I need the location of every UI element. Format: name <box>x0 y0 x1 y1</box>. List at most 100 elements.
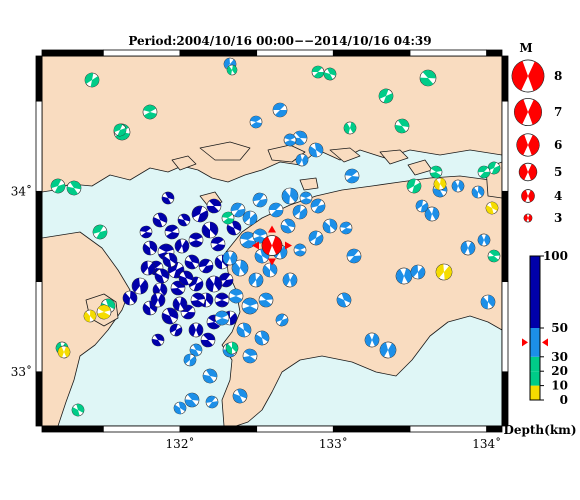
focal-mechanism <box>232 388 248 404</box>
depth-tick-label: 30 <box>551 350 568 364</box>
focal-mechanism <box>451 179 465 193</box>
focal-mechanism <box>154 268 170 284</box>
magnitude-legend-label: 8 <box>554 69 562 83</box>
focal-mechanism <box>151 333 165 347</box>
focal-mechanism <box>161 191 175 205</box>
focal-mechanism <box>96 304 112 320</box>
focal-mechanism <box>477 233 491 247</box>
magnitude-legend-label: 5 <box>554 165 562 179</box>
focal-mechanism <box>394 118 410 134</box>
focal-mechanism <box>142 240 158 256</box>
frame-bar-top <box>41 49 104 57</box>
depth-legend-title: Depth(km) <box>503 423 576 437</box>
focal-mechanism <box>322 218 338 234</box>
focal-mechanism <box>162 252 178 268</box>
frame-bar-top <box>102 49 181 57</box>
land-polygon <box>199 141 251 161</box>
frame-bar-left <box>35 55 43 102</box>
focal-mechanism <box>310 198 326 214</box>
frame-bar-bottom <box>256 425 334 433</box>
focal-mechanism <box>435 263 453 281</box>
magnitude-legend-symbol <box>513 97 543 127</box>
focal-mechanism <box>477 165 491 179</box>
focal-mechanism <box>205 275 223 293</box>
frame-bar-bottom <box>102 425 181 433</box>
frame-bar-bottom <box>179 425 258 433</box>
focal-mechanism <box>92 224 108 240</box>
depth-color-band <box>530 371 540 386</box>
focal-mechanism <box>183 353 197 367</box>
focal-mechanism <box>281 187 299 205</box>
magnitude-legend-symbol <box>516 133 540 157</box>
focal-mechanism <box>242 348 258 364</box>
focal-mechanism <box>122 290 138 306</box>
magnitude-legend-label: 6 <box>554 138 562 152</box>
depth-tick-label: 100 <box>543 249 568 263</box>
depth-tick-label: 20 <box>551 364 568 378</box>
focal-mechanism <box>252 192 268 208</box>
focal-mechanism <box>189 343 203 357</box>
focal-mechanism <box>419 69 437 87</box>
lon-tick-label: 133˚ <box>319 436 348 451</box>
focal-mechanism <box>221 211 235 225</box>
focal-mechanism <box>379 341 397 359</box>
lat-tick-label: 33˚ <box>11 364 32 379</box>
focal-mechanism <box>142 104 158 120</box>
focal-mechanism <box>282 272 298 288</box>
focal-mechanism <box>299 191 313 205</box>
focal-mechanism <box>295 153 309 167</box>
focal-mechanism <box>178 270 194 286</box>
focal-mechanism <box>241 297 259 315</box>
focal-mechanism <box>460 240 476 256</box>
main-shock-arrow <box>285 241 292 250</box>
focal-mechanism <box>480 294 496 310</box>
focal-mechanism <box>378 88 394 104</box>
magnitude-legend-label: 7 <box>554 105 562 119</box>
focal-mechanism <box>161 307 179 325</box>
focal-mechanism <box>174 238 190 254</box>
focal-mechanism <box>71 403 85 417</box>
depth-marker-arrow <box>542 338 548 347</box>
focal-mechanism <box>292 130 308 146</box>
focal-mechanism <box>226 64 238 76</box>
focal-mechanism <box>113 123 127 137</box>
magnitude-legend-label: 4 <box>554 189 562 203</box>
focal-mechanism <box>190 292 206 308</box>
depth-tick-label: 50 <box>551 321 568 335</box>
focal-mechanism <box>173 401 187 415</box>
focal-mechanism <box>268 202 284 218</box>
focal-mechanism <box>184 392 200 408</box>
focal-mechanism <box>343 121 357 135</box>
frame-bar-bottom <box>332 425 411 433</box>
focal-mechanism <box>206 198 222 214</box>
focal-mechanism <box>336 292 352 308</box>
focal-mechanism <box>202 368 218 384</box>
focal-mechanism <box>205 395 219 409</box>
focal-mechanism <box>177 213 191 227</box>
focal-mechanism <box>308 142 324 158</box>
focal-mechanism <box>222 250 238 266</box>
focal-mechanism <box>433 177 447 191</box>
focal-mechanism <box>272 102 288 118</box>
focal-mechanism <box>323 67 337 81</box>
depth-color-band <box>530 328 540 357</box>
focal-mechanism <box>139 225 153 239</box>
depth-marker-arrow <box>522 338 528 347</box>
axis-ticks: 132˚ 133˚ 134˚ 34˚ 33˚ <box>11 183 501 451</box>
depth-color-band <box>530 385 540 400</box>
frame-bar-top <box>256 49 334 57</box>
focal-mechanism <box>280 218 296 234</box>
focal-mechanism <box>236 322 252 338</box>
map-title: Period:2004/10/16 00:00−−2014/10/16 04:3… <box>128 34 432 48</box>
focal-mechanism <box>344 168 360 184</box>
focal-mechanism <box>214 310 230 326</box>
focal-mechanism <box>184 254 200 270</box>
main-shock-mechanism <box>261 235 283 256</box>
focal-mechanism <box>140 260 156 276</box>
frame-bar-top <box>179 49 258 57</box>
main-shock-arrow <box>252 241 259 250</box>
lon-tick-label: 132˚ <box>166 436 195 451</box>
focal-mechanism <box>311 65 325 79</box>
earthquake-mechanisms <box>50 57 501 417</box>
